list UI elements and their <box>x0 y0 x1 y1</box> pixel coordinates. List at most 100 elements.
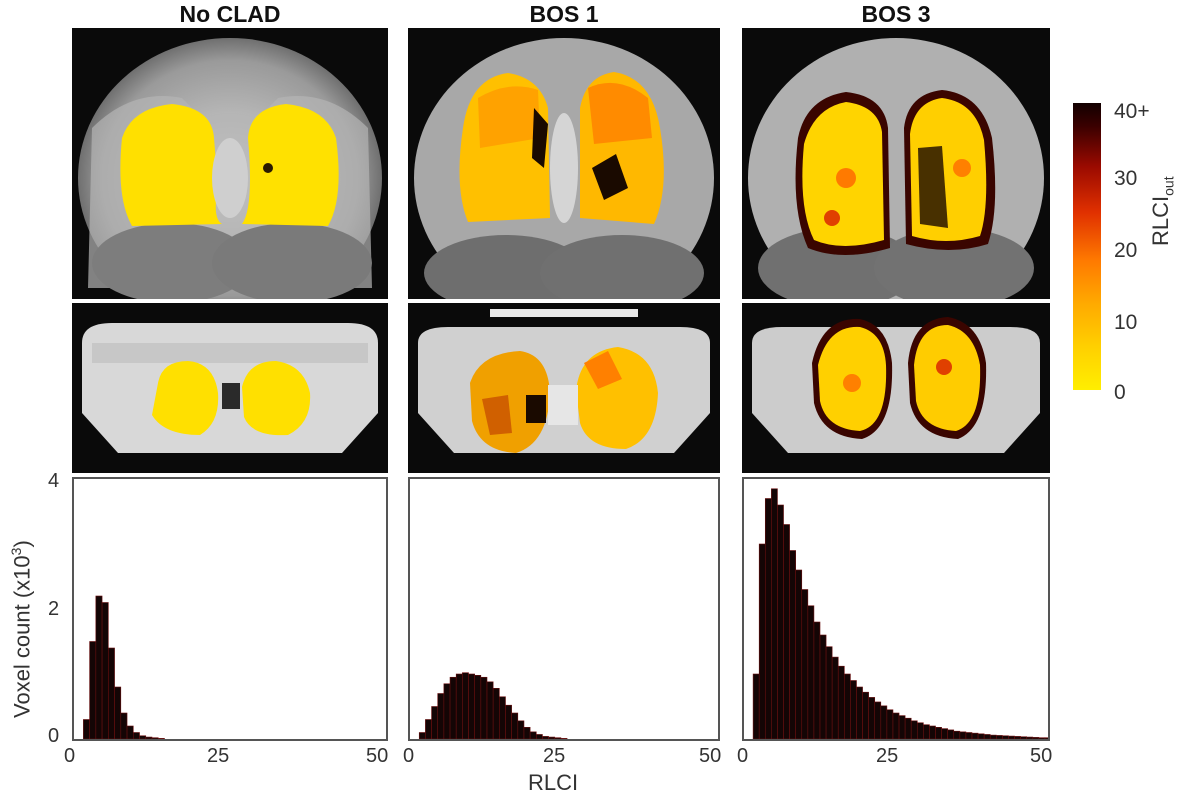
histogram-bar <box>819 634 827 739</box>
histogram-bar <box>935 727 942 739</box>
histogram-bar <box>777 504 784 739</box>
histogram-bar <box>443 683 451 739</box>
column-title-bos1: BOS 1 <box>529 1 599 27</box>
histogram-no-clad <box>72 477 388 741</box>
column-title-no-clad: No CLAD <box>179 1 281 27</box>
histogram-bar <box>126 725 134 739</box>
axial-mri-bos3 <box>742 303 1050 473</box>
histogram-bar <box>431 706 439 739</box>
x-tick-25-c: 25 <box>876 745 899 767</box>
histogram-bar <box>548 736 556 739</box>
histogram-bar <box>929 725 936 739</box>
histogram-bar <box>474 675 482 739</box>
histogram-bar <box>862 691 869 739</box>
histogram-bar <box>807 605 815 739</box>
histogram-bar <box>953 730 961 739</box>
histogram-bar <box>468 673 475 739</box>
histogram-bar <box>977 733 985 739</box>
histogram-bar <box>1032 737 1040 739</box>
histogram-bar <box>437 693 445 739</box>
histogram-bar <box>801 589 809 739</box>
histogram-bar <box>505 704 512 739</box>
histogram-bos3 <box>742 477 1050 741</box>
histogram-bar <box>983 734 991 739</box>
x-tick-0-a: 0 <box>64 745 76 767</box>
colorbar <box>1073 103 1101 390</box>
column-title-bos3: BOS 3 <box>861 1 931 27</box>
histogram-bar <box>529 731 537 739</box>
histogram-bar <box>1002 735 1009 739</box>
x-tick-50-b: 50 <box>699 745 722 767</box>
histogram-bar <box>996 735 1003 739</box>
histogram-bar <box>462 672 469 739</box>
histogram-bar <box>492 688 500 739</box>
histogram-bar <box>813 621 821 739</box>
histogram-bar <box>904 717 912 739</box>
coronal-mri-no-clad <box>72 28 388 299</box>
histogram-bar <box>455 673 463 739</box>
histogram-bar <box>1026 736 1034 739</box>
histogram-bar <box>151 737 159 739</box>
histogram-bar <box>1038 737 1046 739</box>
histogram-bar <box>425 719 432 739</box>
histogram-bar <box>923 724 930 739</box>
x-tick-25-a: 25 <box>207 745 230 767</box>
x-tick-0-c: 0 <box>737 745 749 767</box>
histogram-bar <box>752 673 760 739</box>
colorbar-label-10: 10 <box>1114 311 1138 334</box>
histogram-bar <box>560 738 568 739</box>
coronal-mri-bos3 <box>742 28 1050 299</box>
x-tick-0-b: 0 <box>403 745 415 767</box>
x-tick-50-c: 50 <box>1030 745 1053 767</box>
histogram-bar <box>120 712 128 739</box>
histogram-bar <box>844 673 851 739</box>
colorbar-title: RLCIout <box>1148 176 1177 246</box>
colorbar-label-0: 0 <box>1114 381 1126 404</box>
histogram-bar <box>157 738 165 739</box>
histogram-bar <box>132 732 140 739</box>
histogram-bar <box>95 595 103 739</box>
histogram-bar <box>542 736 549 739</box>
colorbar-label-40: 40+ <box>1114 100 1150 123</box>
x-tick-25-b: 25 <box>543 745 566 767</box>
histogram-bar <box>499 696 506 739</box>
histogram-bar <box>535 734 543 739</box>
histogram-bar <box>480 676 488 739</box>
histogram-bar <box>511 712 519 739</box>
y-tick-0: 0 <box>48 725 60 747</box>
histogram-bar <box>783 524 790 739</box>
histogram-bar <box>868 697 876 739</box>
coronal-mri-bos1 <box>408 28 720 299</box>
histogram-bos1 <box>408 477 720 741</box>
histogram-bar <box>947 729 955 739</box>
histogram-bar <box>886 709 894 739</box>
histogram-bar <box>1044 737 1048 739</box>
histogram-bar <box>789 550 796 739</box>
x-axis-title: RLCI <box>528 770 579 795</box>
histogram-bar <box>1014 736 1021 739</box>
histogram-bar <box>941 728 948 739</box>
histogram-bar <box>831 656 839 739</box>
histogram-bar <box>1008 735 1015 739</box>
histogram-bar <box>910 720 918 739</box>
y-tick-4: 4 <box>48 470 60 492</box>
histogram-bar <box>892 712 900 739</box>
histogram-bar <box>108 647 115 739</box>
histogram-bar <box>850 680 857 739</box>
histogram-bar <box>874 701 882 739</box>
histogram-bar <box>971 732 979 739</box>
histogram-bar <box>89 641 97 739</box>
histogram-bar <box>449 676 457 739</box>
histogram-bar <box>959 731 967 739</box>
axial-mri-no-clad <box>72 303 388 473</box>
histogram-bar <box>114 686 122 739</box>
histogram-bar <box>898 715 906 739</box>
histogram-bar <box>83 719 90 739</box>
y-tick-2: 2 <box>48 598 60 620</box>
histogram-bar <box>764 498 772 739</box>
histogram-bar <box>880 705 888 739</box>
histogram-bar <box>418 732 426 739</box>
histogram-bar <box>771 488 778 739</box>
histogram-bar <box>523 727 531 739</box>
histogram-bar <box>989 734 997 739</box>
